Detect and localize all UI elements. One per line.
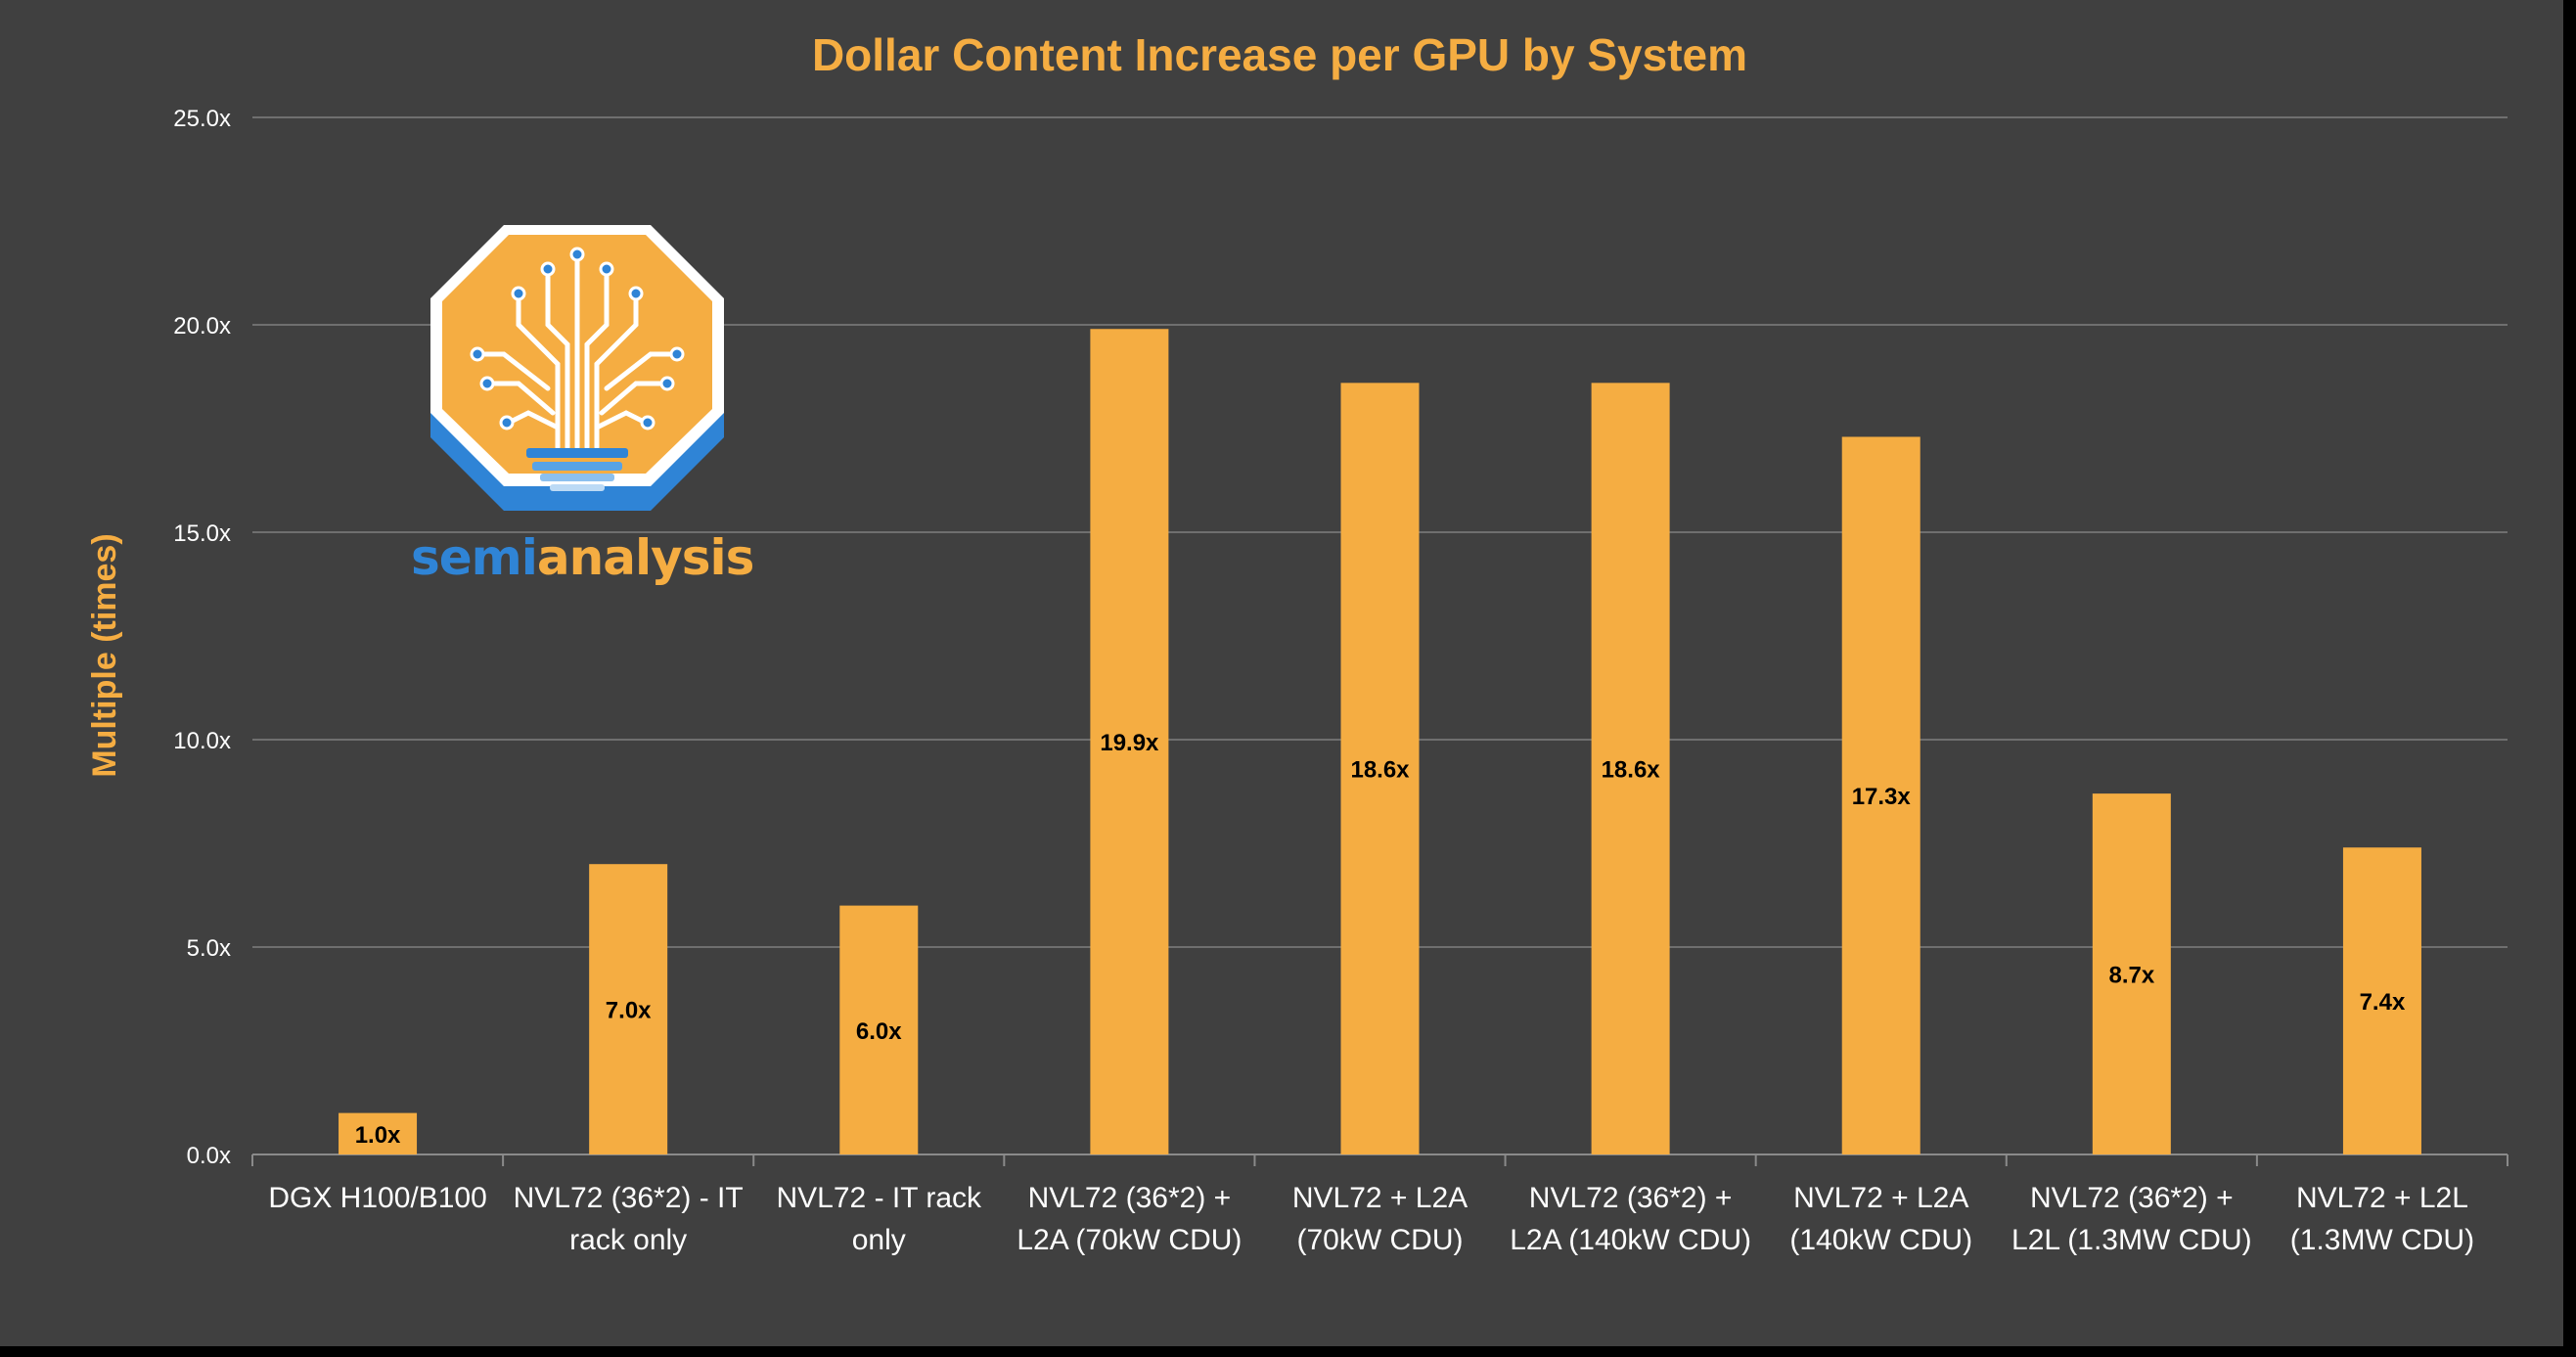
bar xyxy=(339,1112,418,1154)
x-tick-label-line: NVL72 (36*2) + xyxy=(2030,1182,2234,1214)
x-tick-label-line: NVL72 (36*2) + xyxy=(1028,1182,1232,1214)
bar xyxy=(1591,383,1670,1154)
y-tick-label: 15.0x xyxy=(173,520,231,547)
bar-value-label: 7.0x xyxy=(606,998,652,1024)
x-tick-label: NVL72 (36*2) + L2A (70kW CDU) xyxy=(1017,1182,1242,1256)
lightbulb-circuit-icon xyxy=(430,225,724,511)
bar-value-label: 18.6x xyxy=(1602,757,1661,784)
x-tick-label-line: L2A (140kW CDU) xyxy=(1510,1224,1751,1256)
bar-value-label: 18.6x xyxy=(1350,757,1410,784)
x-tick-label-line: NVL72 (36*2) + xyxy=(1529,1182,1733,1214)
x-tick-label: NVL72 (36*2) + L2L (1.3MW CDU) xyxy=(2011,1182,2252,1256)
x-tick-label: NVL72 + L2L (1.3MW CDU) xyxy=(2290,1182,2474,1256)
x-tick-label-line: only xyxy=(852,1224,906,1256)
x-tick-label-line: L2A (70kW CDU) xyxy=(1017,1224,1242,1256)
x-tick-label: DGX H100/B100 xyxy=(268,1182,486,1214)
y-axis-ticks: 0.0x 5.0x 10.0x 15.0x 20.0x 25.0x xyxy=(173,106,231,1169)
bar xyxy=(1340,383,1420,1154)
y-tick-label: 0.0x xyxy=(187,1143,231,1169)
bar-value-label: 6.0x xyxy=(856,1018,902,1045)
y-tick-label: 25.0x xyxy=(173,106,231,132)
bar-value-label: 19.9x xyxy=(1100,730,1159,756)
x-tick-label-line: (70kW CDU) xyxy=(1297,1224,1464,1256)
x-tick-label-line: NVL72 (36*2) - IT xyxy=(514,1182,744,1214)
bar-value-label: 8.7x xyxy=(2108,963,2154,989)
x-tick-label-line: DGX H100/B100 xyxy=(268,1182,486,1214)
x-tick-label: NVL72 + L2A (140kW CDU) xyxy=(1789,1182,1972,1256)
x-tick-label: NVL72 (36*2) - IT rack only xyxy=(514,1182,744,1256)
y-tick-label: 20.0x xyxy=(173,313,231,339)
bars xyxy=(339,329,2421,1155)
logo-word-semi: semi xyxy=(411,529,538,586)
x-tick-label: NVL72 - IT rack only xyxy=(777,1182,983,1256)
x-tick-label-line: (140kW CDU) xyxy=(1789,1224,1972,1256)
x-tick-label-line: rack only xyxy=(569,1224,687,1256)
x-tick-label-line: NVL72 - IT rack xyxy=(777,1182,983,1214)
x-axis-ticks: DGX H100/B100 NVL72 (36*2) - IT rack onlyN… xyxy=(251,1154,2508,1256)
x-tick-label: NVL72 (36*2) + L2A (140kW CDU) xyxy=(1510,1182,1751,1256)
logo-word-analysis: analysis xyxy=(536,529,754,586)
x-tick-label-line: NVL72 + L2A xyxy=(1793,1182,1968,1214)
x-tick-label-line: (1.3MW CDU) xyxy=(2290,1224,2474,1256)
bar xyxy=(839,905,919,1154)
bar-value-label: 1.0x xyxy=(355,1122,401,1149)
chart-title: Dollar Content Increase per GPU by Syste… xyxy=(812,29,1747,80)
x-tick-label-line: NVL72 + L2L xyxy=(2296,1182,2468,1214)
value-labels: 1.0x 7.0x 6.0x 19.9x 18.6x 18.6x 17.3x 8.7x 7.4x xyxy=(355,730,2406,1149)
bar xyxy=(2092,793,2171,1154)
x-tick-label: NVL72 + L2A (70kW CDU) xyxy=(1292,1182,1468,1256)
bar xyxy=(589,864,668,1154)
bar-value-label: 17.3x xyxy=(1852,784,1912,810)
bar-value-label: 7.4x xyxy=(2360,989,2406,1016)
bar xyxy=(1090,329,1169,1154)
bar xyxy=(2342,847,2421,1154)
semianalysis-logo: semianalysis xyxy=(411,217,754,599)
x-tick-label-line: L2L (1.3MW CDU) xyxy=(2011,1224,2252,1256)
y-tick-label: 10.0x xyxy=(173,728,231,754)
y-tick-label: 5.0x xyxy=(187,935,231,962)
logo-wordmark: semianalysis xyxy=(411,528,754,587)
y-axis-label: Multiple (times) xyxy=(86,533,123,777)
bar xyxy=(1841,436,1921,1155)
x-tick-label-line: NVL72 + L2A xyxy=(1292,1182,1468,1214)
